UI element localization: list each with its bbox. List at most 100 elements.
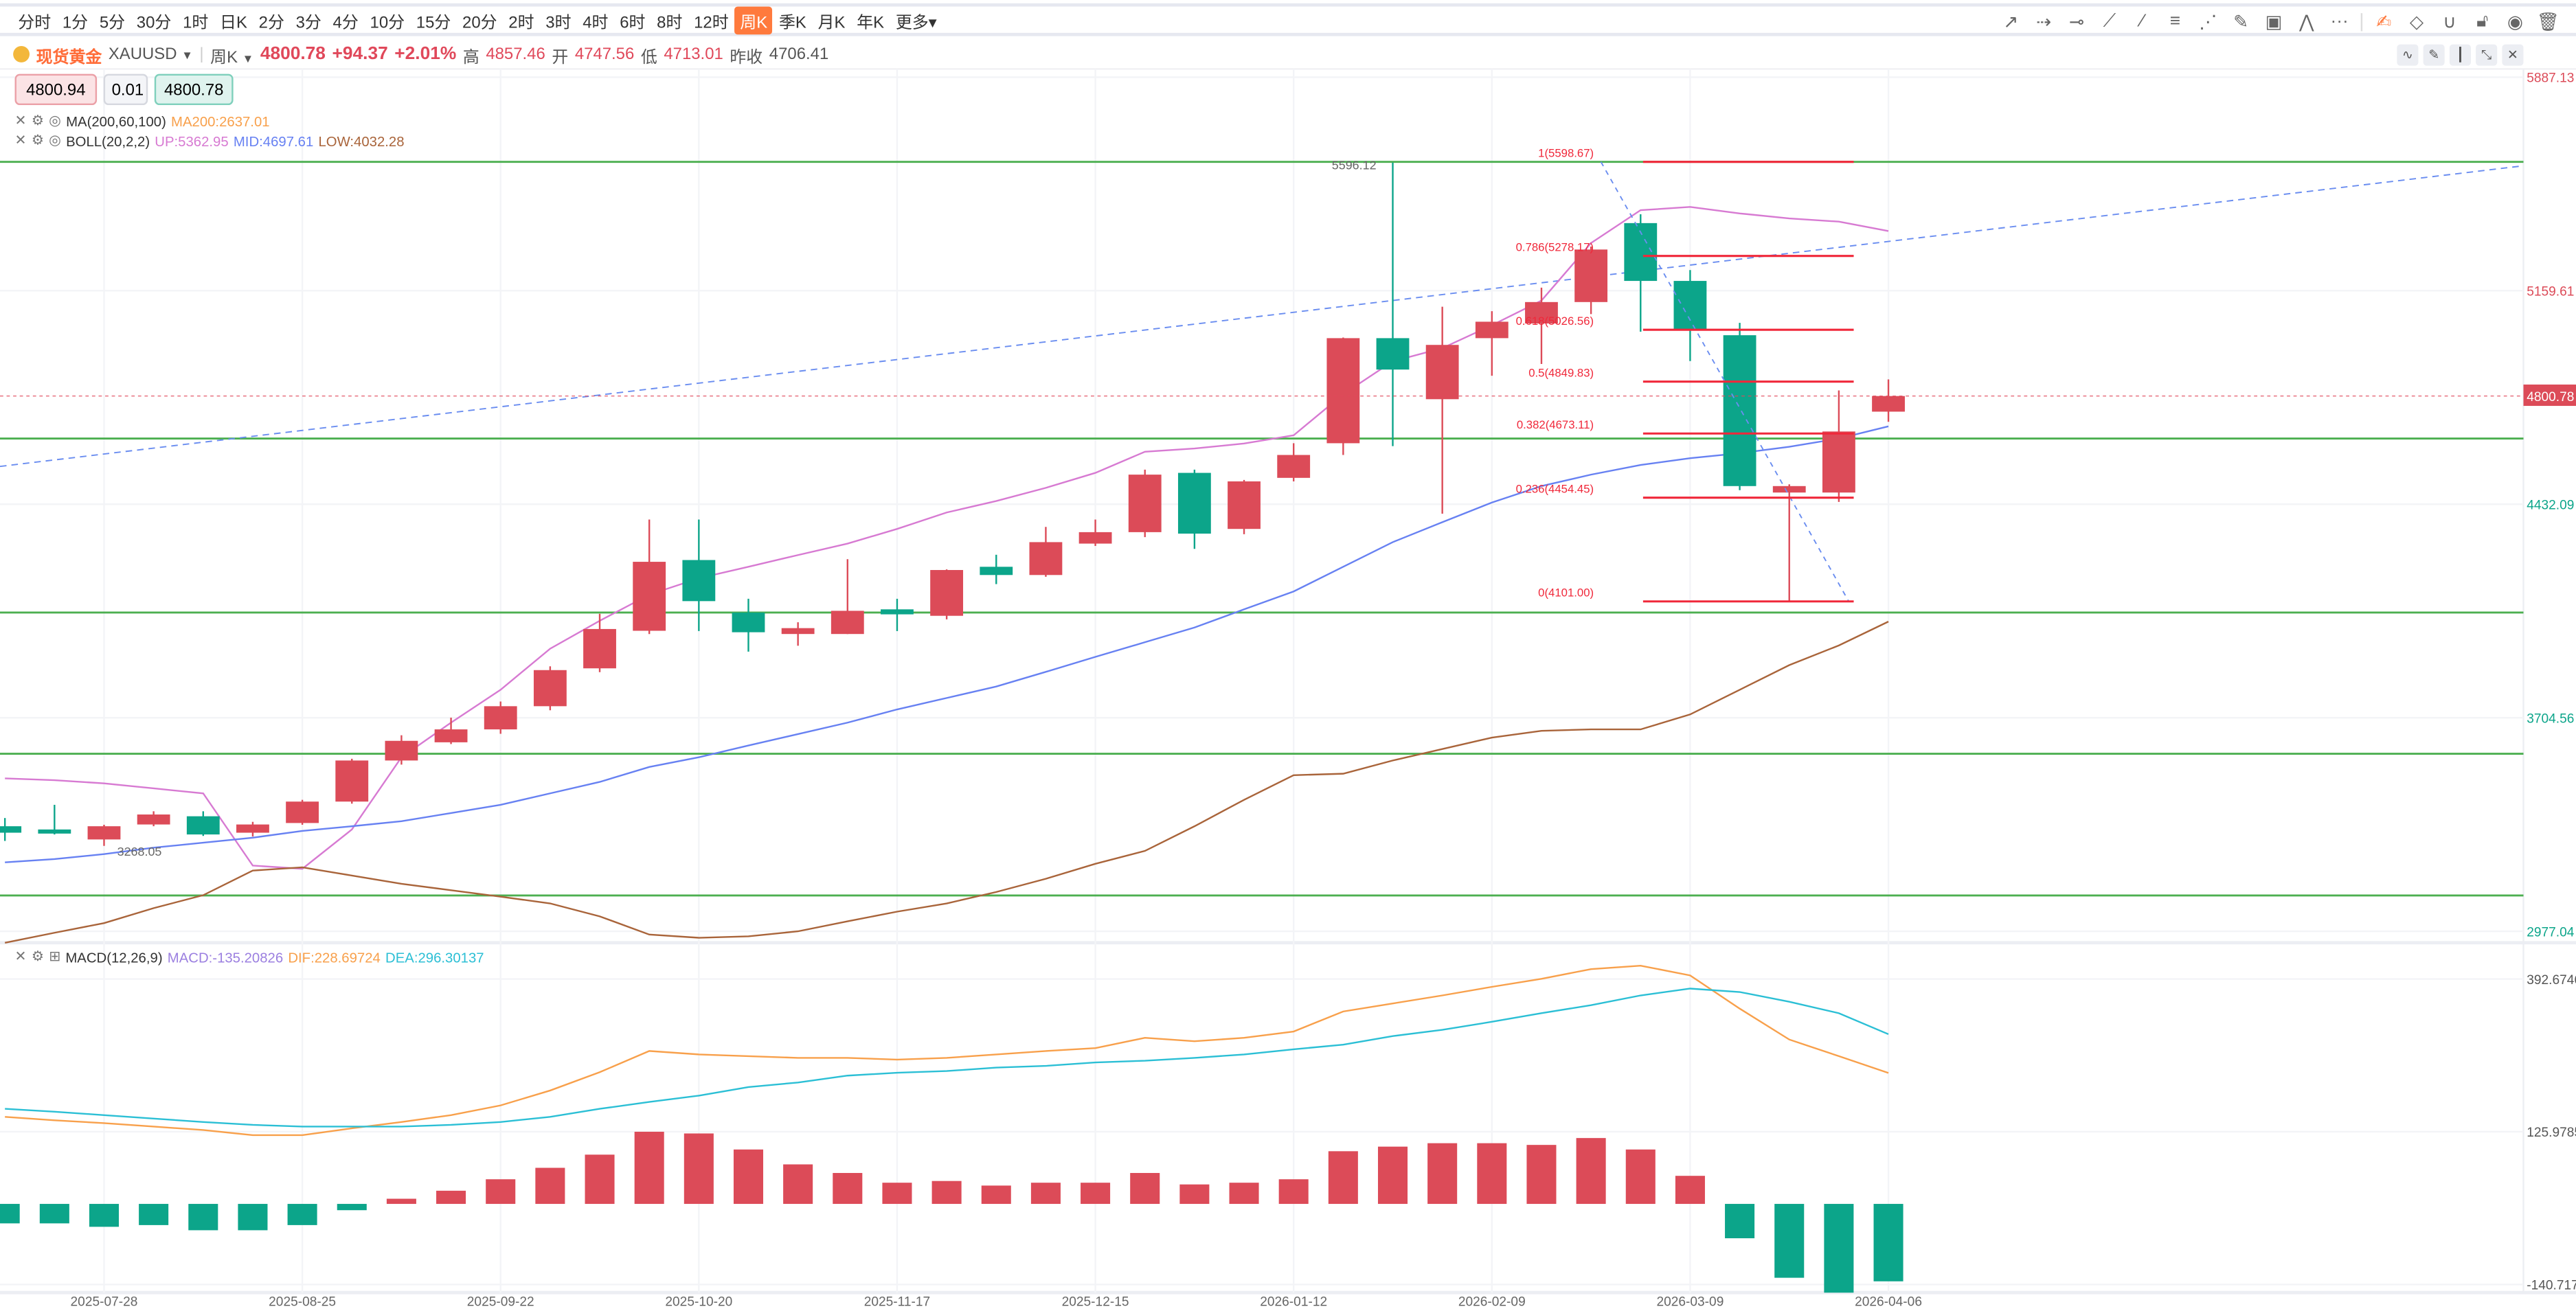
timeframe-tab[interactable]: 年K: [857, 14, 885, 32]
timeframe-tab[interactable]: 1时: [183, 14, 209, 32]
close-icon[interactable]: ✕: [2502, 44, 2524, 66]
candle-body: [1525, 301, 1558, 324]
timeframe-tab[interactable]: 20分: [462, 14, 497, 32]
candle-body: [137, 814, 170, 825]
date-tick-label: 2026-01-12: [1260, 1295, 1327, 1309]
buy-price-button[interactable]: 4800.78: [154, 73, 234, 106]
gold-logo-icon: [13, 45, 30, 62]
settings-icon[interactable]: ⚙: [31, 111, 44, 128]
fibonacci-icon[interactable]: ≡: [2169, 11, 2181, 32]
fib-level-label: 0.5(4849.83): [1528, 367, 1594, 380]
dea-line: [5, 988, 1889, 1128]
prev-close-label: 昨收: [730, 48, 763, 67]
close-icon[interactable]: ✕: [14, 111, 27, 128]
collapse-icon[interactable]: ⤡: [2476, 44, 2498, 66]
prev-close-value: 4706.41: [769, 45, 829, 64]
candle-body: [236, 824, 269, 833]
period-selector[interactable]: 周K ▼: [210, 42, 253, 67]
timeframe-tab[interactable]: 分时: [18, 14, 52, 32]
eye-icon[interactable]: ◎: [49, 111, 61, 128]
macd-histogram-bar: [1030, 1183, 1061, 1205]
magnet-icon[interactable]: ∪: [2443, 12, 2456, 32]
boll-name: BOLL(20,2,2): [66, 132, 150, 149]
timeframe-tab[interactable]: 10分: [370, 14, 405, 32]
timeframe-tab[interactable]: 15分: [416, 14, 451, 32]
timeframe-tab[interactable]: 6时: [620, 14, 646, 32]
timeframe-tab[interactable]: 3分: [295, 14, 321, 32]
image-icon[interactable]: ▣: [2265, 12, 2283, 32]
low-value: 4713.01: [664, 45, 723, 64]
dashed-arrow-icon[interactable]: ⇢: [2036, 12, 2052, 32]
dif-value: DIF:228.69724: [288, 948, 381, 966]
timeframe-tab[interactable]: 更多▾: [895, 14, 937, 32]
candle-body: [1872, 396, 1905, 412]
timeframe-tab[interactable]: 季K: [778, 14, 806, 32]
candle-body: [0, 826, 22, 833]
macd-histogram-bar: [337, 1204, 367, 1211]
macd-histogram-bar: [535, 1167, 565, 1205]
boll-lower-line: [4, 621, 1889, 944]
eye-icon[interactable]: ◉: [2507, 12, 2524, 32]
macd-histogram-bar: [287, 1204, 317, 1225]
quantity-stepper[interactable]: 0.01: [103, 73, 148, 106]
last-price-tag: [2523, 384, 2576, 407]
date-tick-label: 2026-02-09: [1458, 1295, 1526, 1309]
macd-histogram-bar: [39, 1204, 69, 1224]
macd-histogram-bar: [0, 1204, 20, 1224]
timeframe-tab[interactable]: 8时: [657, 14, 683, 32]
timeframe-tab[interactable]: 12时: [694, 14, 729, 32]
high-value: 4857.46: [486, 45, 545, 64]
price-tick-label: 5159.61: [2527, 285, 2574, 299]
candle-type-icon[interactable]: ┃: [2449, 44, 2471, 66]
timeframe-tab[interactable]: 日K: [220, 14, 247, 32]
timeframe-tab[interactable]: 4时: [583, 14, 609, 32]
trade-panel: 4800.94 0.01 4800.78: [14, 73, 234, 106]
unlock-icon[interactable]: 🔓︎: [2476, 10, 2489, 31]
indicator-icon[interactable]: ∿: [2397, 44, 2419, 66]
price-change-pct: +2.01%: [394, 44, 457, 65]
fib-level-label: 0.786(5278.17): [1516, 240, 1594, 253]
price-tick-label: 5887.13: [2527, 71, 2574, 86]
close-icon[interactable]: ✕: [14, 131, 27, 148]
settings-icon[interactable]: ⚙: [31, 131, 44, 148]
timeframe-tab[interactable]: 4分: [332, 14, 359, 32]
ma-name: MA(200,60,100): [66, 112, 166, 129]
candle-body: [1822, 431, 1855, 493]
macd-histogram-bar: [1576, 1138, 1606, 1205]
candle-body: [732, 612, 765, 632]
segment-icon[interactable]: ⟋: [2103, 10, 2116, 31]
timeframe-tab[interactable]: 1分: [62, 14, 89, 32]
close-icon[interactable]: ✕: [14, 947, 27, 964]
timeframe-tab[interactable]: 30分: [136, 14, 172, 32]
boll-upper-line: [5, 206, 1889, 870]
eraser-icon[interactable]: ◇: [2409, 12, 2424, 32]
arrow-icon[interactable]: ↗: [2003, 12, 2019, 32]
more-icon[interactable]: ···: [2330, 11, 2349, 32]
sell-price-button[interactable]: 4800.94: [14, 73, 98, 106]
timeframe-tab[interactable]: 3时: [545, 14, 572, 32]
polyline-icon[interactable]: ⋀: [2299, 12, 2314, 32]
candle-body: [533, 670, 567, 707]
draw-mode-icon[interactable]: ✍: [2376, 12, 2392, 32]
timeframe-tab[interactable]: 周K: [735, 5, 773, 34]
drawing-tools: ↗ ⇢ ⊸ ⟋ ⁄ ≡ ⋰ ✎ ▣ ⋀ ··· ✍ ◇ ∪ 🔓︎ ◉ 🗑︎: [2000, 7, 2560, 36]
period-label: 周K: [210, 48, 238, 67]
timeframe-tab[interactable]: 5分: [99, 14, 126, 32]
fan-icon[interactable]: ⋰: [2199, 12, 2217, 32]
highlighter-icon[interactable]: ✎: [2233, 12, 2249, 32]
symbol-selector[interactable]: XAUUSD ▼: [109, 45, 193, 63]
horizontal-ray-icon[interactable]: ⊸: [2068, 12, 2085, 32]
period-high-label: 5596.12: [1332, 158, 1377, 172]
trash-icon[interactable]: 🗑︎: [2536, 12, 2560, 32]
expand-icon[interactable]: ⊞: [49, 947, 61, 964]
timeframe-tab[interactable]: 月K: [817, 14, 846, 32]
timeframe-tab[interactable]: 2分: [258, 14, 284, 32]
pen-icon[interactable]: ✎: [2423, 44, 2445, 66]
settings-icon[interactable]: ⚙: [31, 947, 44, 964]
timeframe-tab[interactable]: 2时: [508, 14, 534, 32]
eye-icon[interactable]: ◎: [49, 131, 61, 148]
macd-histogram-bar: [1081, 1183, 1111, 1205]
line-icon[interactable]: ⁄: [2140, 11, 2144, 32]
